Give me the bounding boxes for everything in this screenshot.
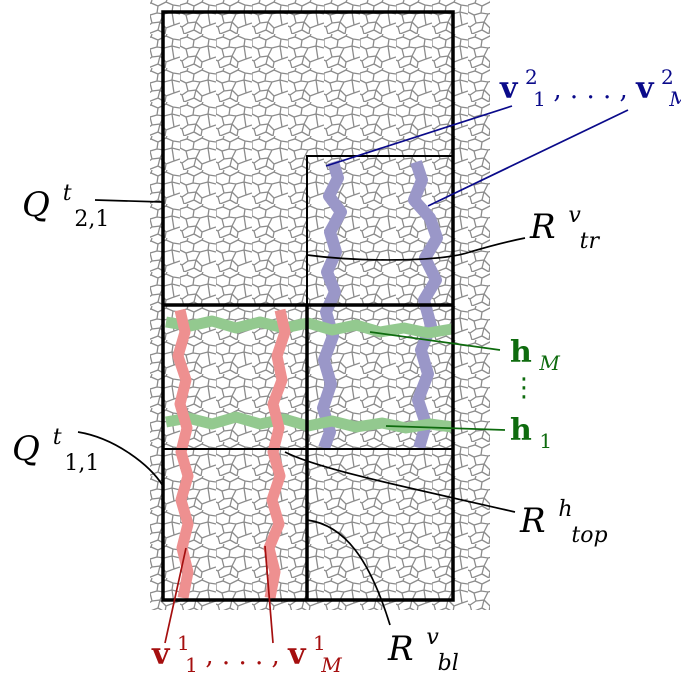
leader-hM: [369, 331, 501, 351]
label-rtr-sup: v: [568, 203, 581, 228]
label-v1-sub2: M: [320, 653, 342, 677]
label-h1-main: h: [510, 413, 532, 448]
leader-h1: [385, 425, 506, 431]
label-dots: ⋮: [511, 373, 537, 403]
leader-v2-b: [427, 109, 629, 207]
blue-path-1: [317, 160, 347, 451]
label-q11: Q t 1,1: [12, 413, 99, 476]
leader-v2-a: [325, 105, 513, 167]
label-rbl: R v bl: [387, 613, 459, 676]
blue-vertical-paths: [317, 160, 443, 451]
label-q21: Q t 2,1: [22, 169, 109, 232]
label-rtr-sub: tr: [580, 229, 601, 254]
label-v1-sup2: 1: [313, 631, 326, 655]
label-rtop-main: R: [519, 501, 546, 541]
label-q11-sub: 1,1: [64, 451, 99, 476]
label-v1-sep: , . . . ,: [205, 641, 288, 671]
label-v1: v 1 1 , . . . , v 1 M: [151, 624, 342, 679]
label-v2-sup1: 2: [525, 65, 538, 89]
leader-v1-a: [164, 547, 187, 644]
label-q11-main: Q: [12, 429, 40, 469]
leader-lines: [77, 105, 629, 644]
label-rtop-sup: h: [558, 497, 572, 522]
label-q21-main: Q: [22, 185, 50, 225]
label-v2-v2: v: [635, 71, 655, 106]
leader-v1-b: [264, 545, 274, 644]
label-v1-sup1: 1: [177, 631, 190, 655]
label-v2: v 2 1 , . . . , v 2 M: [499, 58, 681, 113]
label-h1-sub: 1: [539, 429, 552, 453]
label-h1: h 1: [510, 413, 552, 453]
label-rtr: R v tr: [529, 191, 601, 254]
leader-rtr: [306, 237, 526, 261]
label-v2-sup2: 2: [661, 65, 674, 89]
label-rtop: R h top: [519, 485, 608, 548]
label-v2-v1: v: [499, 71, 519, 106]
label-q21-sub: 2,1: [74, 207, 109, 232]
label-v2-sub1: 1: [533, 87, 546, 111]
label-rbl-sub: bl: [438, 651, 459, 676]
red-vertical-paths: [172, 308, 291, 600]
label-q11-sup: t: [53, 425, 62, 450]
label-hM-main: h: [510, 335, 532, 370]
top-right-rect: [306, 155, 454, 306]
label-v2-sub2: M: [668, 87, 681, 111]
label-hM-sub: M: [538, 351, 560, 375]
leader-rtop: [284, 451, 516, 513]
label-hM: h M: [510, 335, 560, 375]
thin-boxes: [163, 155, 454, 450]
label-v1-v1: v: [151, 637, 171, 672]
label-rtop-sub: top: [571, 523, 607, 548]
label-v1-sub1: 1: [185, 653, 198, 677]
blue-path-2: [408, 160, 443, 450]
label-rbl-sup: v: [426, 625, 439, 650]
label-q21-sup: t: [63, 181, 72, 206]
leader-q21: [94, 199, 164, 203]
red-path-2: [263, 308, 291, 600]
label-rbl-main: R: [387, 629, 414, 669]
label-v1-v2: v: [287, 637, 307, 672]
leader-q11: [77, 431, 164, 487]
label-rtr-main: R: [529, 207, 556, 247]
label-v2-sep: , . . . ,: [553, 75, 636, 105]
leader-rbl: [306, 519, 391, 626]
red-path-1: [172, 308, 194, 600]
